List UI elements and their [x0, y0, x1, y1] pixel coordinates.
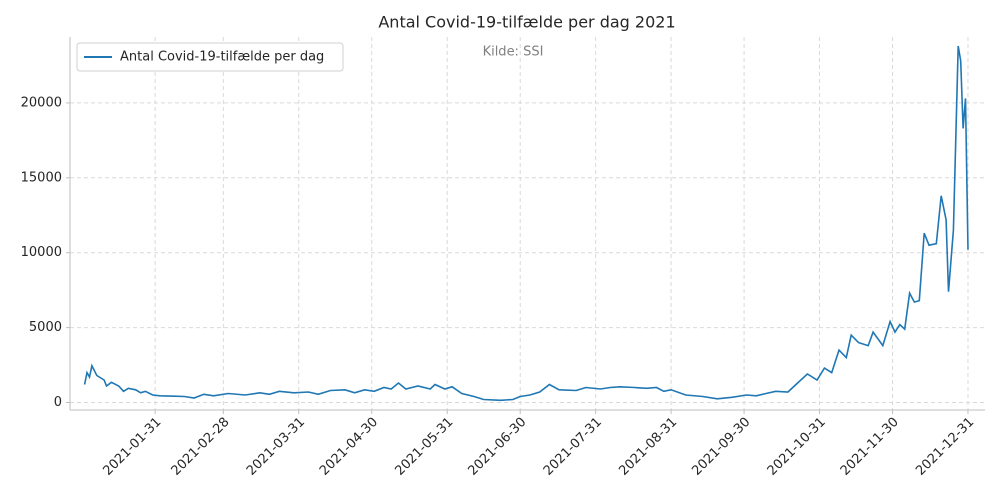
x-tick-label: 2021-09-30 [689, 415, 753, 479]
legend-label: Antal Covid-19-tilfælde per dag [120, 50, 324, 65]
y-tick-label: 20000 [21, 95, 62, 110]
x-tick-label: 2021-10-31 [765, 415, 829, 479]
x-tick-label: 2021-08-31 [616, 415, 680, 479]
x-tick-label: 2021-05-31 [392, 415, 456, 479]
legend-box [76, 42, 344, 72]
x-tick-label: 2021-12-31 [913, 415, 977, 479]
y-tick-label: 0 [54, 395, 62, 410]
x-tick-label: 2021-11-30 [838, 415, 902, 479]
x-tick-label: 2021-01-31 [100, 415, 164, 479]
y-tick-label: 10000 [21, 245, 62, 260]
x-tick-label: 2021-07-31 [541, 415, 605, 479]
y-tick-label: 15000 [21, 170, 62, 185]
line [83, 45, 969, 402]
x-tick-label: 2021-04-30 [317, 415, 381, 479]
x-tick-label: 2021-03-31 [244, 415, 308, 479]
annotation: Kilde: SSI [483, 45, 544, 60]
x-tick-label: 2021-02-28 [169, 415, 233, 479]
x-tick-label: 2021-06-30 [465, 415, 529, 479]
chart-title: Antal Covid-19-tilfælde per dag 2021 [378, 13, 675, 32]
legend: Antal Covid-19-tilfælde per dag [76, 42, 344, 72]
y-tick-label: 5000 [29, 320, 62, 335]
